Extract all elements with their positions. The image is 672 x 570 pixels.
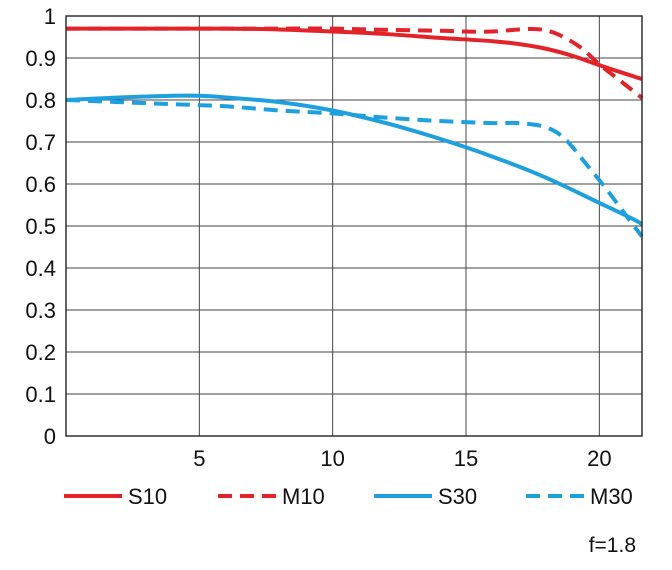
y-tick-label: 0.4 [25,256,56,281]
series-line-m10 [66,26,643,100]
series-lines [66,26,643,238]
legend-label-m30: M30 [590,484,633,509]
series-line-m30 [66,98,643,238]
legend: S10 M10 S30 M30 [64,484,633,509]
x-tick-labels: 5 10 15 20 [193,446,611,471]
y-tick-label: 0.8 [25,88,56,113]
legend-label-s10: S10 [128,484,167,509]
y-tick-labels: 0 0.1 0.2 0.3 0.4 0.5 0.6 0.7 0.8 0.9 1 [25,4,56,449]
legend-label-m10: M10 [282,484,325,509]
y-tick-label: 0.2 [25,340,56,365]
plot-frame [65,15,643,437]
x-tick-label: 5 [193,446,205,471]
y-tick-label: 0.3 [25,298,56,323]
y-tick-label: 0 [44,424,56,449]
y-tick-label: 0.7 [25,130,56,155]
x-tick-label: 10 [320,446,344,471]
y-tick-label: 0.1 [25,382,56,407]
y-tick-label: 0.6 [25,172,56,197]
aperture-annotation: f=1.8 [589,534,636,557]
y-tick-label: 1 [44,4,56,29]
y-tick-label: 0.9 [25,46,56,71]
y-tick-label: 0.5 [25,214,56,239]
x-tick-label: 20 [587,446,611,471]
x-tick-label: 15 [454,446,478,471]
legend-label-s30: S30 [438,484,477,509]
series-layer [66,26,643,238]
grid [66,16,642,436]
